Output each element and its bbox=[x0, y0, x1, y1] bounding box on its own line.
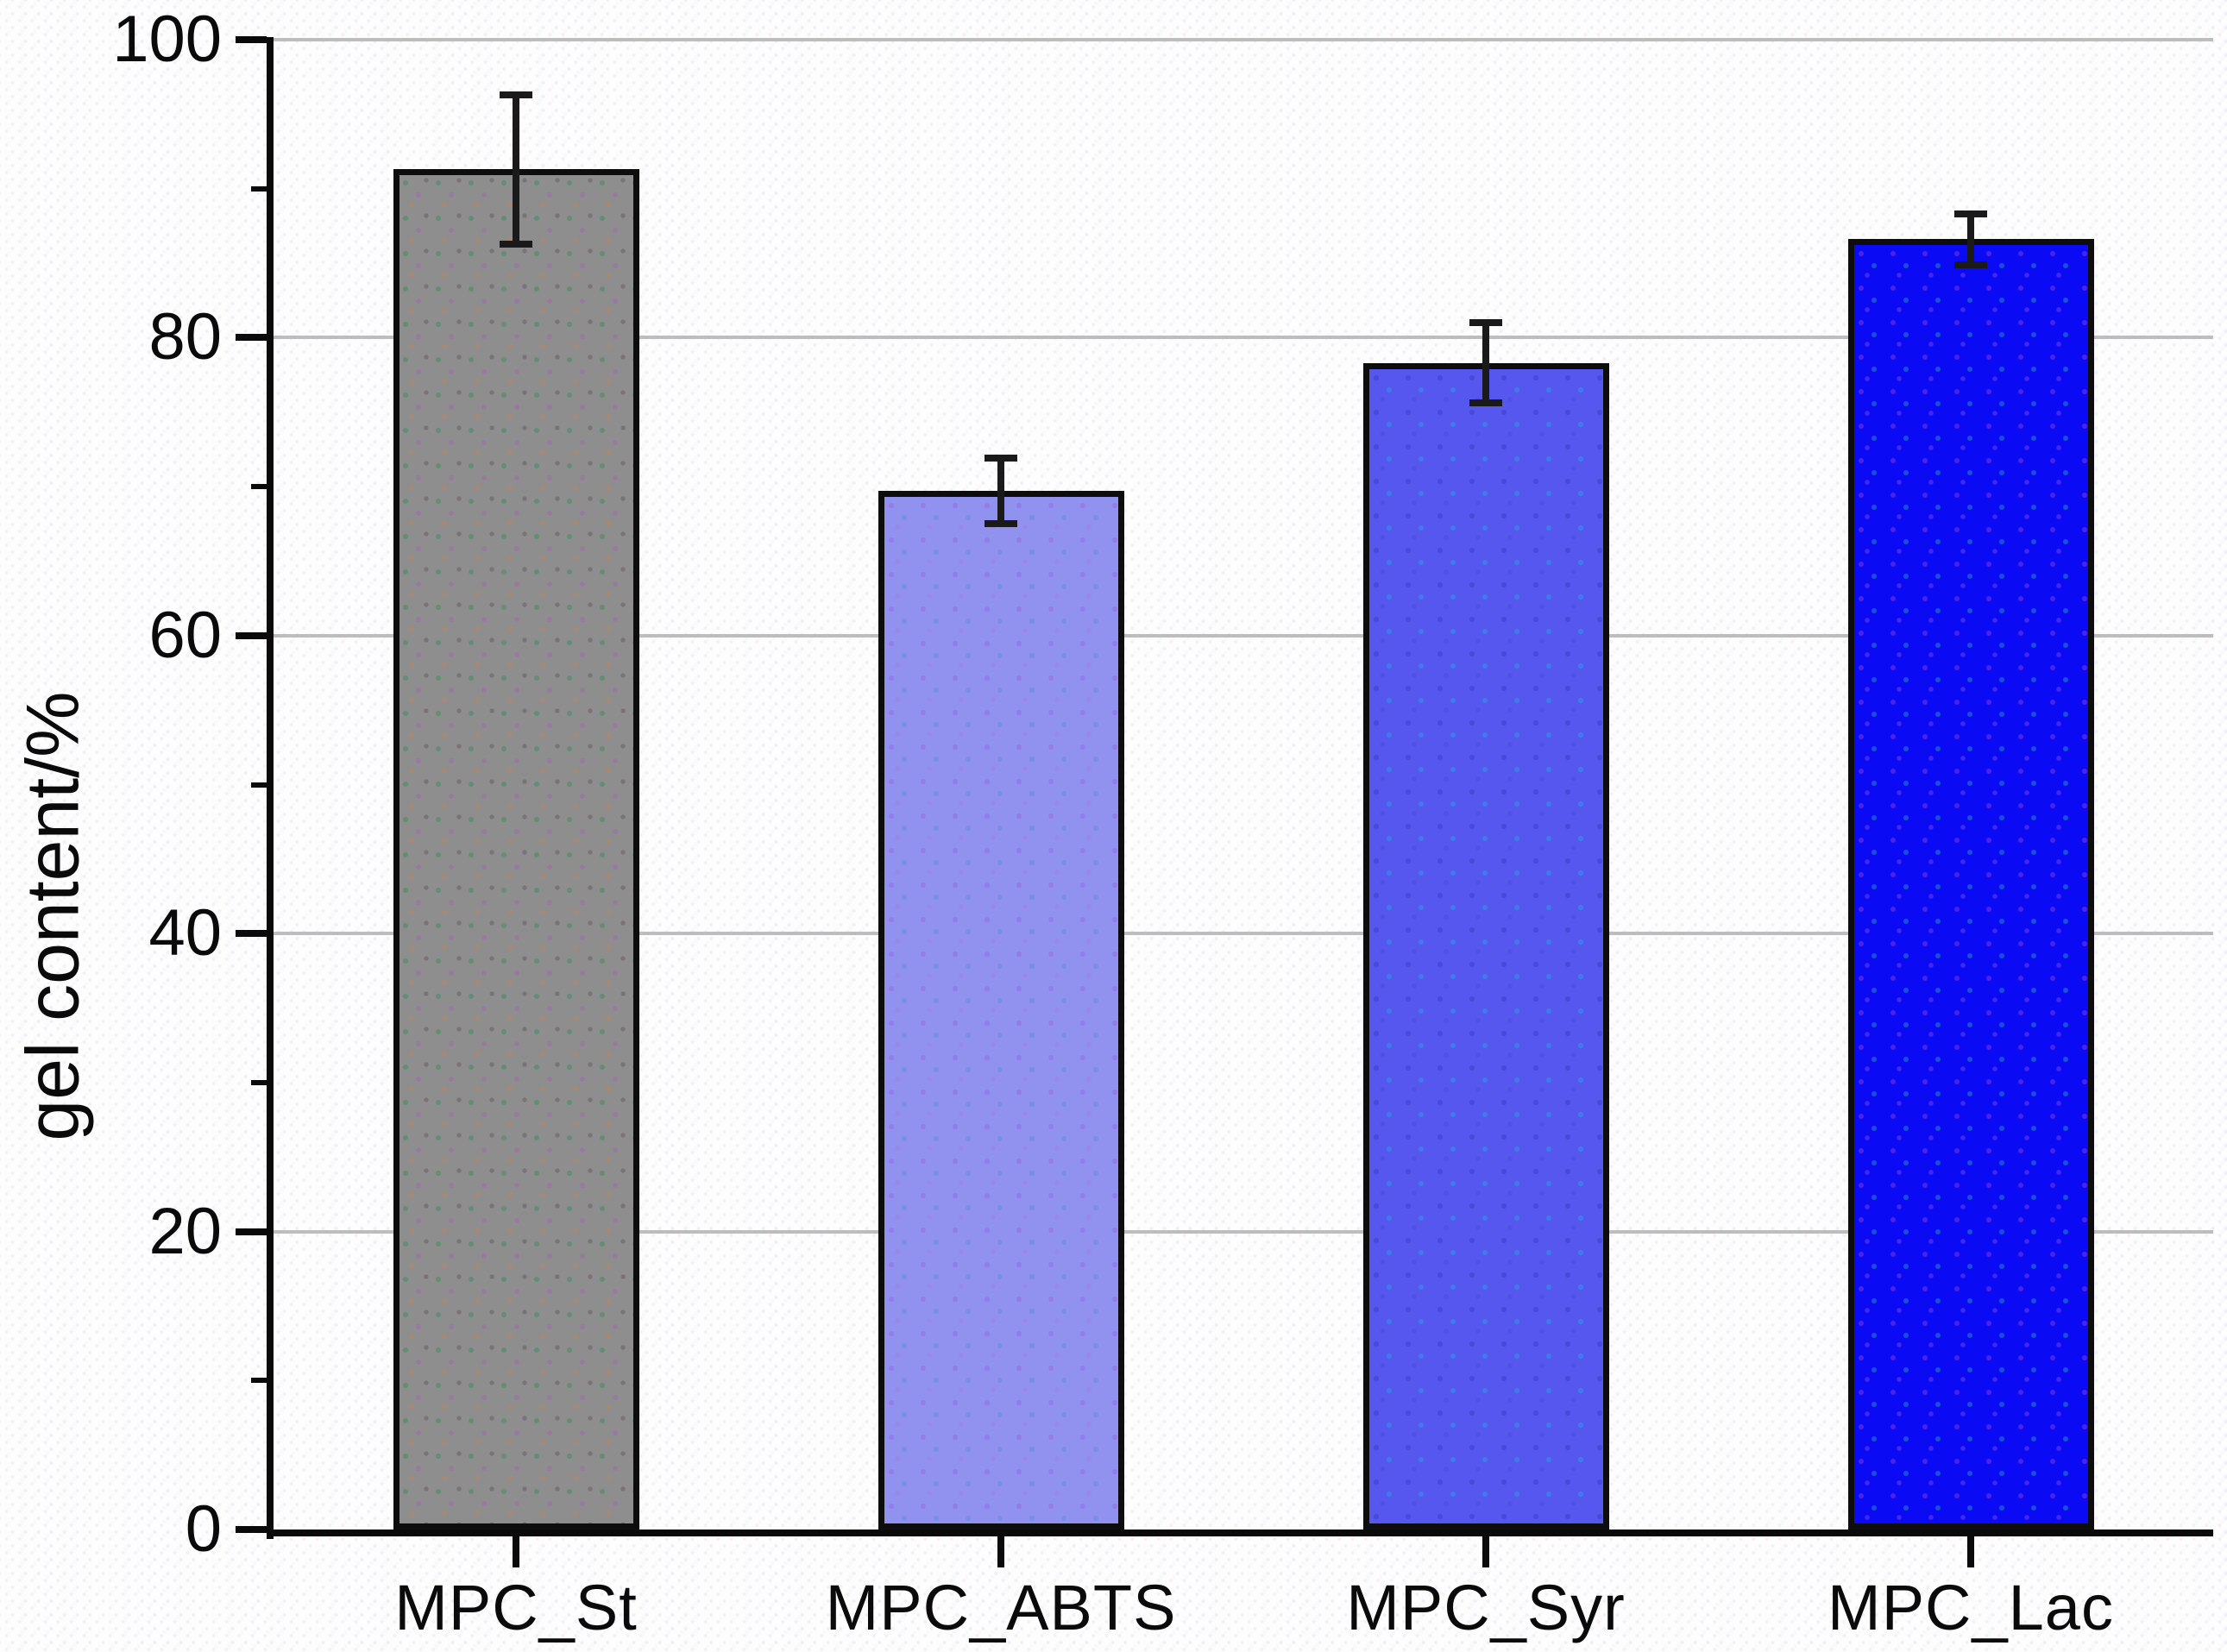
gridline-20 bbox=[274, 1229, 2213, 1234]
y-minor-tick-30 bbox=[251, 1079, 267, 1085]
y-tick-0 bbox=[236, 1526, 267, 1533]
y-tick-80 bbox=[236, 334, 267, 342]
gridline-60 bbox=[274, 633, 2213, 638]
y-tick-label-60: 60 bbox=[148, 598, 222, 672]
error-cap-bottom-MPC_Syr bbox=[1469, 399, 1502, 407]
error-cap-bottom-MPC_ABTS bbox=[985, 520, 1017, 528]
gridline-80 bbox=[274, 336, 2213, 340]
y-tick-100 bbox=[236, 36, 267, 43]
y-minor-tick-10 bbox=[251, 1378, 267, 1384]
error-bar-MPC_ABTS bbox=[997, 458, 1004, 524]
y-tick-label-0: 0 bbox=[185, 1492, 222, 1566]
y-tick-label-20: 20 bbox=[148, 1194, 222, 1268]
y-tick-20 bbox=[236, 1228, 267, 1235]
bar-MPC_ABTS bbox=[878, 491, 1124, 1530]
error-bar-MPC_Lac bbox=[1967, 214, 1974, 265]
bar-MPC_Lac bbox=[1847, 239, 2094, 1530]
gridline-100 bbox=[274, 38, 2213, 41]
y-tick-40 bbox=[236, 930, 267, 938]
bar-MPC_Syr bbox=[1362, 362, 1609, 1530]
error-bar-MPC_St bbox=[513, 94, 519, 244]
x-tick-MPC_Syr bbox=[1482, 1536, 1489, 1567]
y-tick-label-100: 100 bbox=[112, 3, 222, 76]
x-tick-MPC_St bbox=[513, 1536, 519, 1567]
x-tick-MPC_Lac bbox=[1967, 1536, 1974, 1567]
x-tick-MPC_ABTS bbox=[997, 1536, 1004, 1567]
bar-MPC_St bbox=[393, 169, 639, 1530]
y-minor-tick-90 bbox=[251, 185, 267, 192]
error-cap-top-MPC_St bbox=[500, 91, 532, 98]
x-tick-label-MPC_St: MPC_St bbox=[394, 1572, 638, 1643]
x-axis-line bbox=[267, 1530, 2213, 1536]
gridline-40 bbox=[274, 932, 2213, 936]
x-tick-label-MPC_Lac: MPC_Lac bbox=[1828, 1572, 2114, 1643]
y-tick-60 bbox=[236, 631, 267, 639]
y-minor-tick-50 bbox=[251, 782, 267, 788]
error-cap-top-MPC_Lac bbox=[1954, 210, 1987, 218]
x-tick-label-MPC_ABTS: MPC_ABTS bbox=[825, 1572, 1177, 1643]
y-axis-line bbox=[267, 37, 274, 1539]
y-tick-label-80: 80 bbox=[148, 300, 222, 374]
y-tick-label-40: 40 bbox=[148, 896, 222, 970]
error-cap-bottom-MPC_St bbox=[500, 240, 532, 248]
error-bar-MPC_Syr bbox=[1482, 323, 1489, 404]
error-cap-top-MPC_ABTS bbox=[985, 455, 1017, 462]
y-minor-tick-70 bbox=[251, 484, 267, 490]
error-cap-top-MPC_Syr bbox=[1469, 319, 1502, 327]
x-tick-label-MPC_Syr: MPC_Syr bbox=[1346, 1572, 1626, 1643]
error-cap-bottom-MPC_Lac bbox=[1954, 261, 1987, 268]
